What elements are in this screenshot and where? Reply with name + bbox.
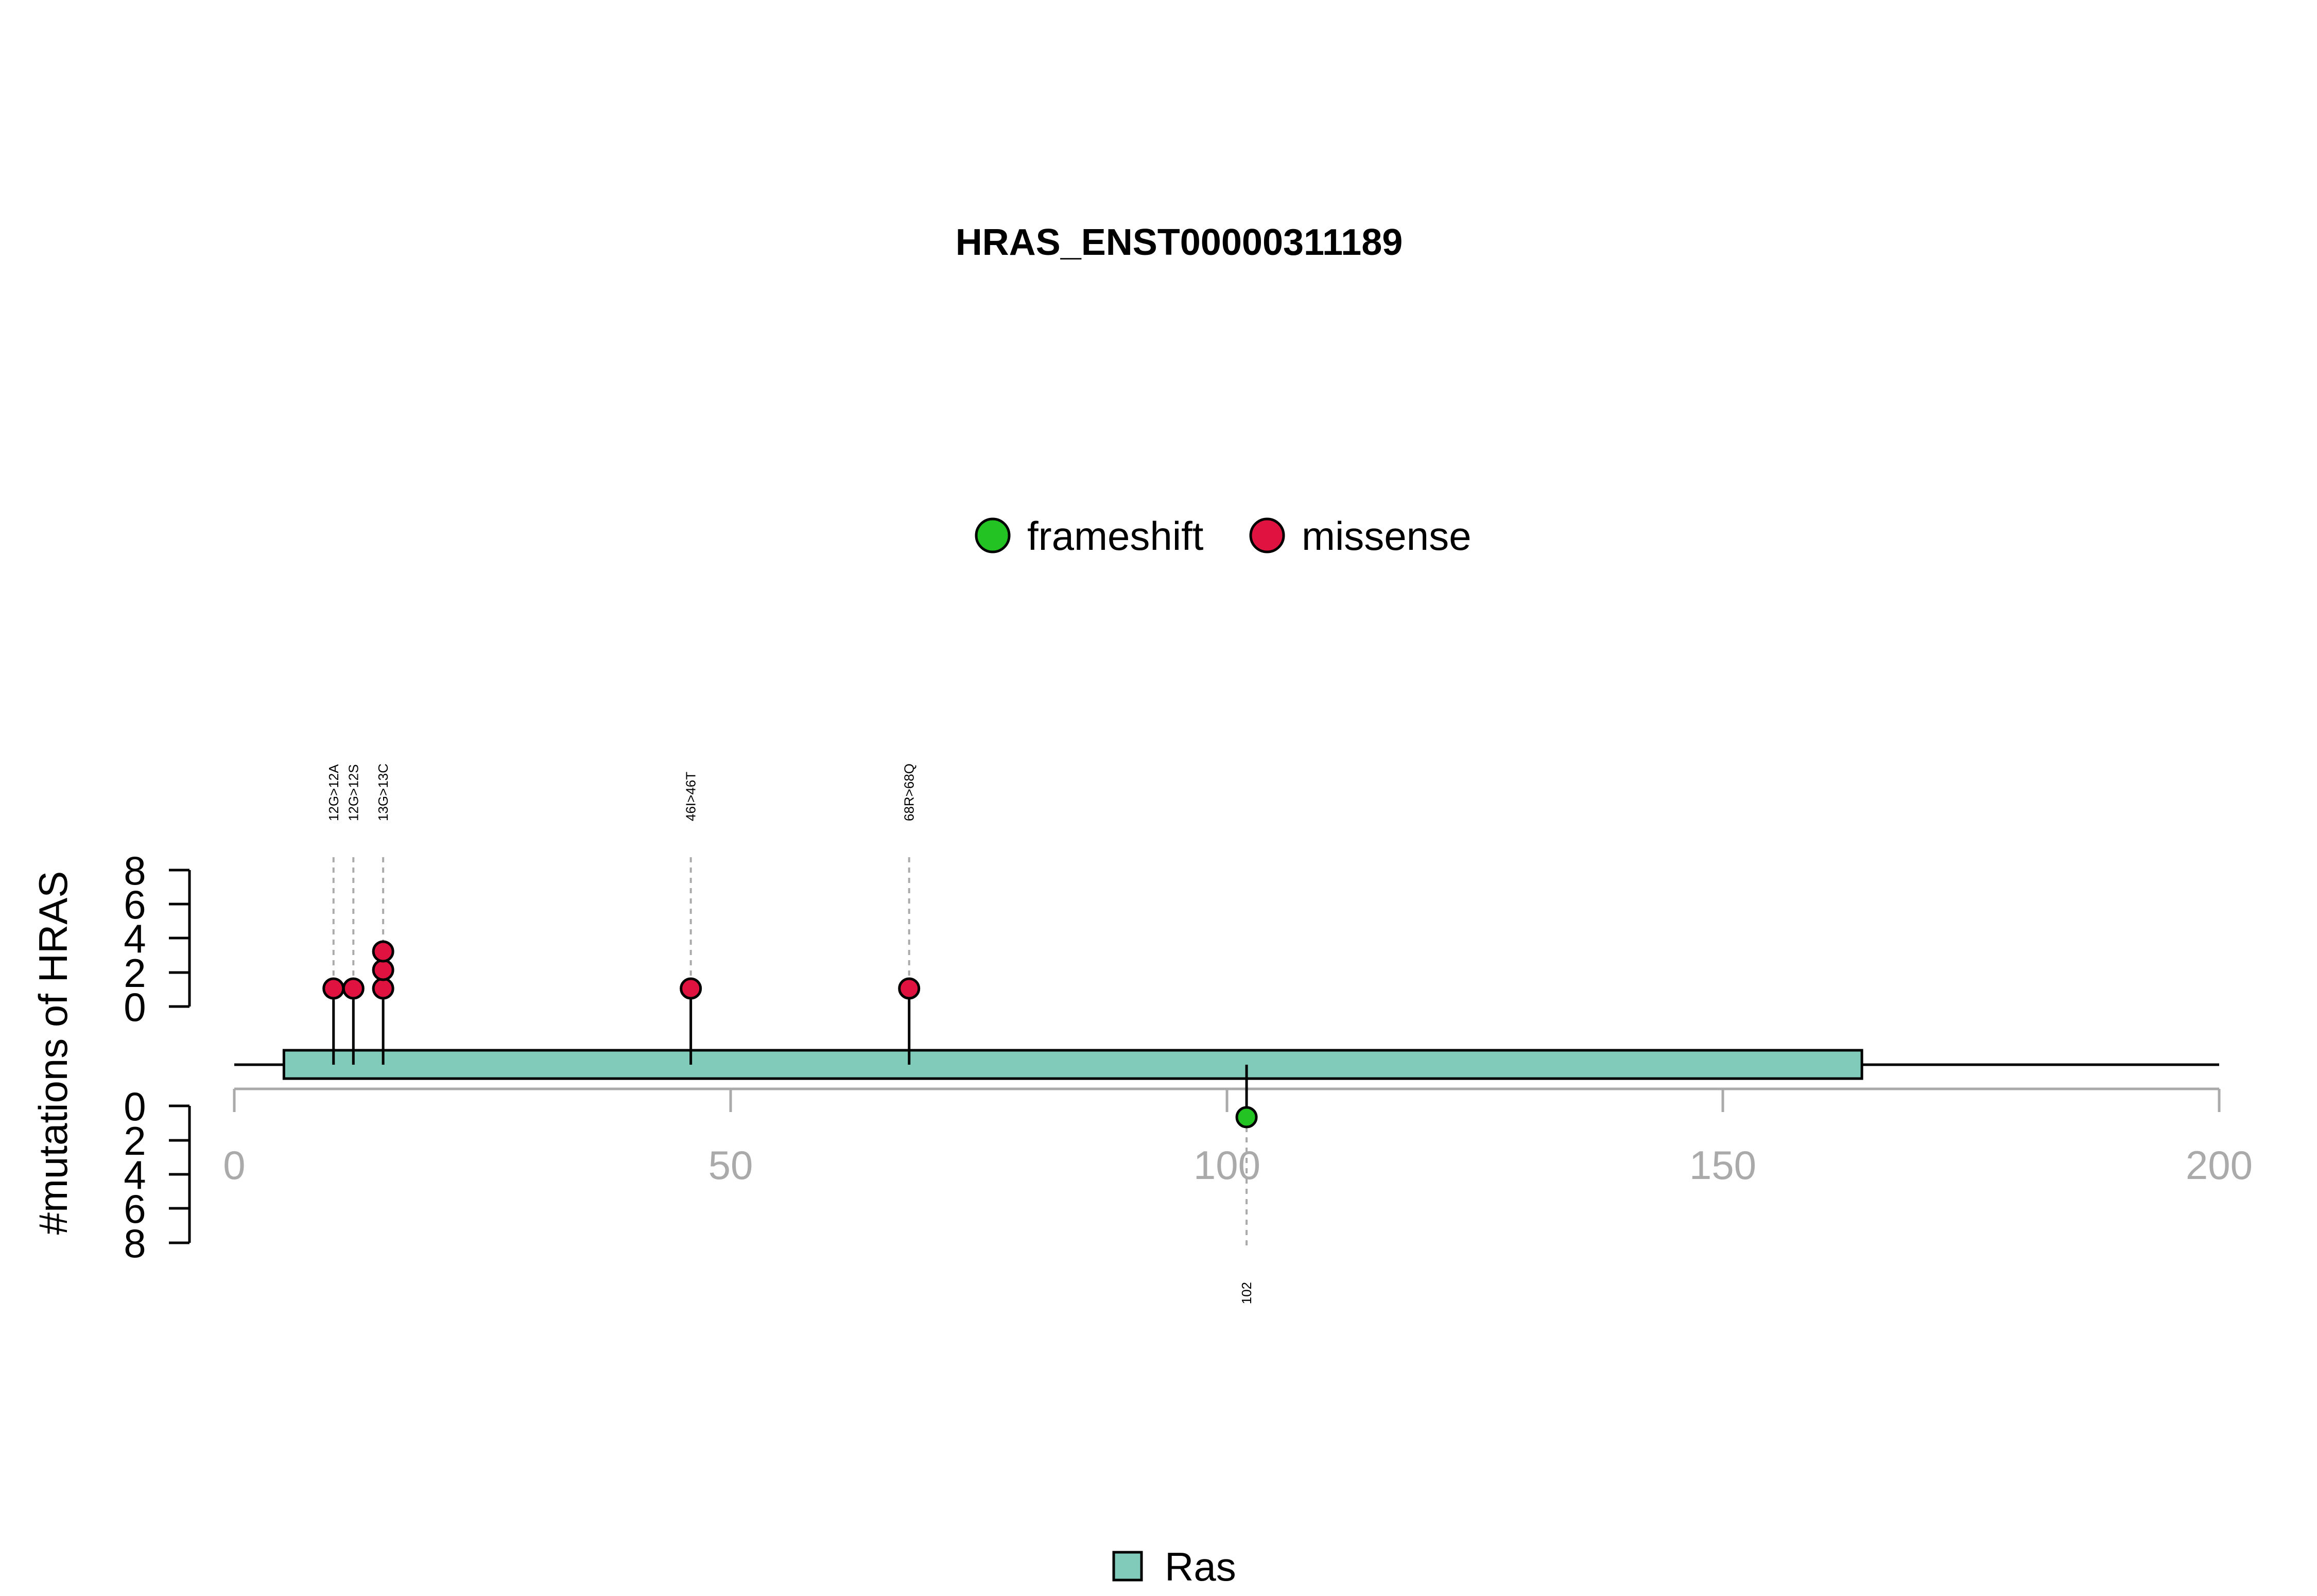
legend-missense-label: missense [1302, 513, 1471, 559]
mutation-102-label: 102 [1239, 1282, 1254, 1304]
y-axis-bottom [169, 1104, 191, 1244]
mutation-46-label: 46I>46T [683, 772, 699, 821]
y-tick-label-bottom-4: 4 [124, 1152, 146, 1198]
legend-ras-swatch [1112, 1551, 1143, 1582]
chart-title: HRAS_ENST00000311189 [956, 222, 1403, 263]
y-tick-label-top-6: 6 [124, 882, 146, 927]
mutation-12-dot [342, 977, 365, 1000]
x-tick-label-0: 0 [223, 1142, 245, 1188]
mutation-102-dot [1235, 1106, 1258, 1129]
domain-legend: Ras [1112, 1544, 1236, 1589]
mutation-46: 46I>46T [680, 772, 702, 1065]
y-tick-label-top-8: 8 [124, 848, 146, 893]
y-tick-label-top-2: 2 [124, 950, 146, 996]
x-tick-label-50: 50 [708, 1142, 753, 1188]
mutation-46-dot [680, 977, 702, 1000]
legend-frameshift-label: frameshift [1027, 513, 1204, 559]
y-tick-labels-top: 8 6 4 2 0 [124, 848, 146, 1030]
y-tick-label-top-0: 0 [124, 984, 146, 1030]
mutation-68-label: 68R>68Q [902, 764, 917, 821]
mutation-10-dot [322, 977, 345, 1000]
x-tick-label-200: 200 [2186, 1142, 2253, 1188]
x-axis [233, 1087, 2221, 1112]
mutation-12: 12G>12S [342, 764, 365, 1065]
y-tick-label-bottom-2: 2 [124, 1118, 146, 1164]
mutation-15-label: 13G>13C [375, 764, 391, 821]
domain-layer [282, 1049, 1863, 1080]
y-tick-label-top-4: 4 [124, 916, 146, 961]
mutation-10-label: 12G>12A [326, 764, 341, 821]
x-tick-label-100: 100 [1194, 1142, 1260, 1188]
y-axis-label: #mutations of HRAS [30, 871, 76, 1235]
mutation-68: 68R>68Q [898, 764, 921, 1065]
y-tick-labels-bottom: 0 2 4 6 8 [124, 1084, 146, 1266]
x-tick-label-150: 150 [1689, 1142, 1756, 1188]
mutation-102: 102 [1235, 1065, 1258, 1304]
mutation-68-dot [898, 977, 921, 1000]
x-tick-labels: 0 50 100 150 200 [223, 1142, 2253, 1188]
legend-ras-label: Ras [1165, 1544, 1236, 1589]
mutation-15: 13G>13C [372, 764, 394, 1065]
mutation-legend: frameshift missense [975, 513, 1471, 559]
mutation-15-dot [372, 959, 394, 981]
legend-missense-marker [1249, 517, 1285, 553]
mutation-10: 12G>12A [322, 764, 345, 1065]
mutation-12-label: 12G>12S [345, 764, 361, 821]
legend-frameshift-marker [975, 517, 1011, 553]
mutation-15-dot [372, 940, 394, 963]
mutation-15-dot [372, 977, 394, 1000]
y-tick-label-bottom-0: 0 [124, 1084, 146, 1129]
y-tick-label-bottom-6: 6 [124, 1186, 146, 1231]
y-axis-top [169, 869, 191, 1008]
y-tick-label-bottom-8: 8 [124, 1221, 146, 1266]
mutation-layer: 12G>12A 12G>12S 13G>13C 46I>46T 68R>68Q 102 [322, 764, 1258, 1304]
domain-ras [282, 1049, 1863, 1080]
